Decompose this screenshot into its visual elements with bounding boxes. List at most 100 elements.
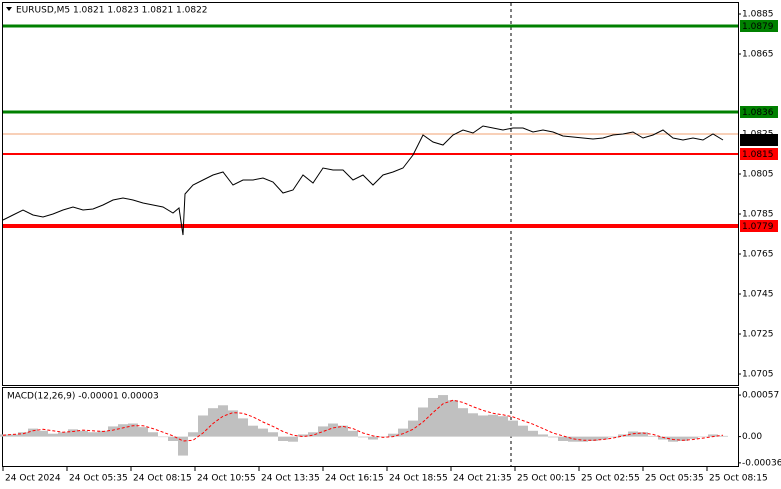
histogram-bar bbox=[318, 426, 328, 437]
histogram-bar bbox=[718, 435, 728, 437]
histogram-bar bbox=[508, 420, 518, 437]
histogram-bar bbox=[458, 408, 468, 437]
histogram-bar bbox=[88, 432, 98, 437]
macd-title: MACD(12,26,9) -0.00001 0.00003 bbox=[7, 392, 159, 402]
x-tick-label: 25 Oct 08:15 bbox=[709, 474, 768, 484]
plot-layer: 1.0885 1.0865 1.0805 1.0785 1.0765 1.0745 1.07… bbox=[0, 10, 781, 484]
histogram-bar bbox=[328, 423, 338, 437]
x-tick-label: 24 Oct 05:35 bbox=[69, 474, 128, 484]
level-label: 1.0879 bbox=[742, 22, 774, 32]
histogram-bar bbox=[688, 436, 698, 439]
histogram-bar bbox=[388, 433, 398, 437]
x-tick-label: 24 Oct 16:15 bbox=[325, 474, 384, 484]
histogram-bar bbox=[648, 435, 658, 437]
level-label-box bbox=[740, 220, 778, 232]
histogram-bar bbox=[638, 432, 648, 437]
level-label: 1.0815 bbox=[742, 150, 774, 160]
histogram-bar bbox=[238, 418, 248, 437]
histogram-bar bbox=[138, 427, 148, 437]
histogram-bar bbox=[68, 429, 78, 437]
histogram-bar bbox=[188, 432, 198, 437]
histogram-bar bbox=[248, 425, 258, 437]
dropdown-icon bbox=[6, 7, 12, 11]
histogram-bar bbox=[378, 436, 388, 438]
histogram-bar bbox=[148, 432, 158, 437]
y-tick-label: 0.00 bbox=[742, 432, 762, 442]
histogram-bar bbox=[178, 436, 188, 456]
x-tick-label: 24 Oct 21:35 bbox=[453, 474, 512, 484]
histogram-bar bbox=[558, 436, 568, 441]
level-label: 1.0779 bbox=[742, 222, 774, 232]
histogram-bar bbox=[408, 420, 418, 437]
histogram-bar bbox=[498, 416, 508, 437]
histogram-bar bbox=[208, 408, 218, 437]
y-tick-label: -0.00036 bbox=[742, 458, 781, 468]
histogram-bar bbox=[348, 430, 358, 437]
histogram-bar bbox=[308, 432, 318, 437]
histogram-bar bbox=[438, 395, 448, 437]
price-line bbox=[2, 125, 724, 236]
histogram-bar bbox=[568, 436, 578, 442]
signal-line bbox=[2, 399, 724, 442]
histogram-bar bbox=[48, 433, 58, 437]
histogram-bar bbox=[58, 432, 68, 437]
histogram-bar bbox=[598, 436, 608, 440]
current-price-label: 1.0822 bbox=[742, 136, 774, 146]
histogram-bar bbox=[398, 428, 408, 437]
histogram-bar bbox=[198, 415, 208, 437]
histogram-bar bbox=[528, 430, 538, 437]
chart-title: EURUSD,M5 1.0821 1.0823 1.0821 1.0822 bbox=[16, 6, 208, 16]
x-tick-label: 25 Oct 00:15 bbox=[517, 474, 576, 484]
y-tick-label: 1.0745 bbox=[742, 290, 774, 300]
histogram-bar bbox=[128, 423, 138, 437]
y-tick-label: 0.00057 bbox=[742, 391, 779, 401]
histogram-bar bbox=[298, 434, 308, 437]
histogram-bar bbox=[38, 430, 48, 437]
current-price-box bbox=[740, 134, 778, 146]
histogram-bar bbox=[268, 432, 278, 437]
histogram-bar bbox=[578, 436, 588, 442]
price-panel-frame bbox=[2, 2, 739, 386]
y-tick-label: 1.0765 bbox=[742, 250, 774, 260]
histogram-bar bbox=[18, 432, 28, 437]
histogram-bar bbox=[168, 436, 178, 441]
histogram-bar bbox=[218, 405, 228, 437]
histogram-bar bbox=[28, 428, 38, 437]
histogram-bar bbox=[368, 436, 378, 440]
histogram-bar bbox=[478, 415, 488, 437]
level-label: 1.0836 bbox=[742, 108, 774, 118]
y-tick-label: 1.0805 bbox=[742, 170, 774, 180]
histogram-bar bbox=[358, 436, 368, 438]
level-label-box bbox=[740, 20, 778, 32]
histogram-bar bbox=[158, 436, 168, 438]
histogram-bar bbox=[228, 410, 238, 437]
histogram-bar bbox=[588, 436, 598, 441]
histogram-bar bbox=[78, 430, 88, 437]
histogram-bar bbox=[658, 436, 668, 440]
histogram-bar bbox=[8, 434, 18, 437]
x-tick-label: 25 Oct 02:55 bbox=[581, 474, 640, 484]
histogram-bar bbox=[258, 428, 268, 437]
x-tick-label: 24 Oct 10:55 bbox=[197, 474, 256, 484]
x-tick-label: 25 Oct 05:35 bbox=[645, 474, 704, 484]
histogram-bar bbox=[538, 434, 548, 437]
histogram-bar bbox=[118, 424, 128, 437]
histogram-bar bbox=[518, 425, 528, 437]
x-tick-label: 24 Oct 18:55 bbox=[389, 474, 448, 484]
histogram-bar bbox=[698, 436, 708, 438]
x-tick-label: 24 Oct 2024 bbox=[5, 474, 61, 484]
y-tick-label: 1.0725 bbox=[742, 330, 774, 340]
level-label-box bbox=[740, 106, 778, 118]
histogram-bar bbox=[288, 436, 298, 442]
y-tick-label: 1.0785 bbox=[742, 210, 774, 220]
histogram-bar bbox=[448, 400, 458, 437]
histogram-bar bbox=[278, 436, 288, 441]
histogram-bar bbox=[548, 436, 558, 438]
histogram-bar bbox=[428, 397, 438, 437]
macd-panel-frame bbox=[2, 387, 739, 467]
y-tick-label: 1.0885 bbox=[742, 10, 774, 20]
y-tick-label: 1.0865 bbox=[742, 50, 774, 60]
level-label-box bbox=[740, 148, 778, 160]
